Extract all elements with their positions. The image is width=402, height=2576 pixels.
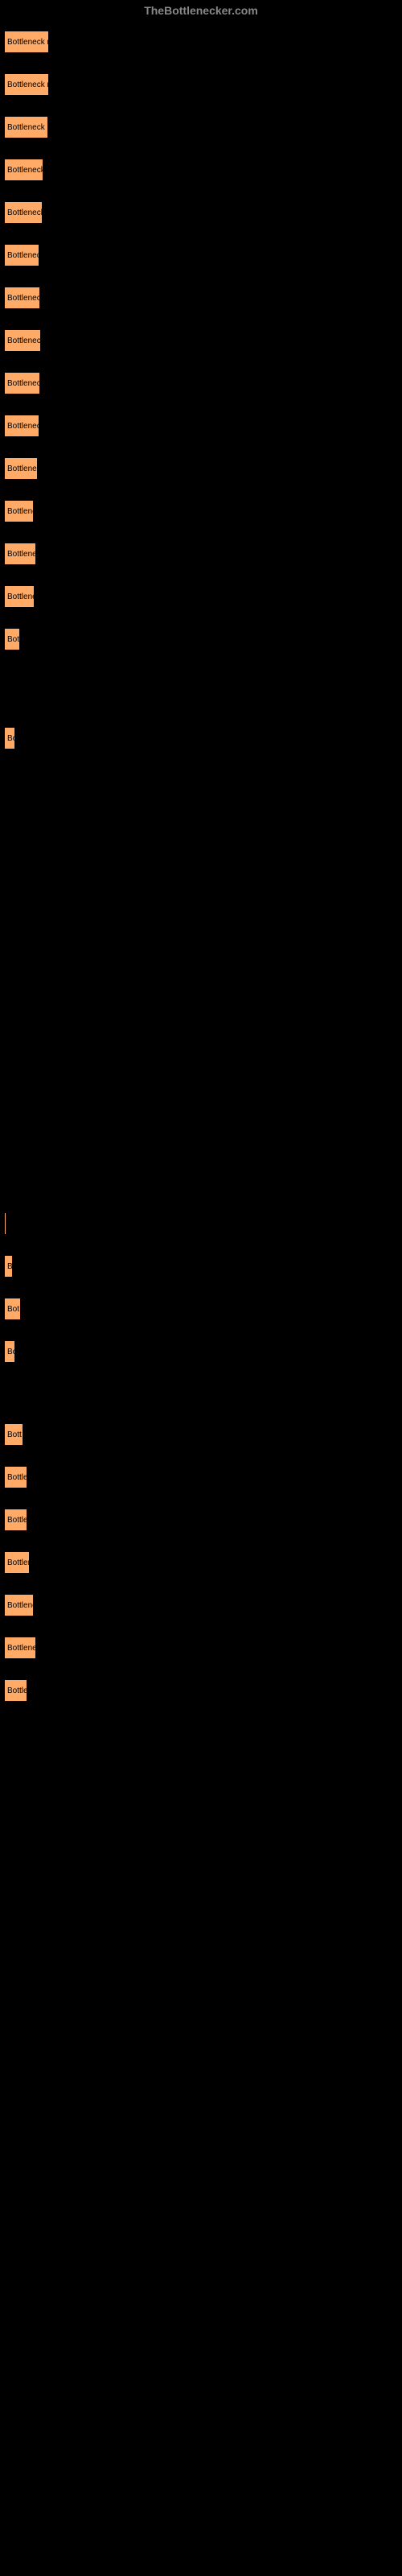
page-header: TheBottlenecker.com: [0, 0, 402, 23]
bar-label: Bott: [7, 1430, 22, 1439]
bar-label: Bottleneck: [7, 251, 39, 260]
chart-spacer: [4, 671, 398, 727]
bar-label: Bottleneck: [7, 208, 43, 217]
bar-row: Bottler: [4, 1551, 398, 1574]
chart-bar: B: [4, 1255, 13, 1278]
bar-row: B: [4, 1255, 398, 1278]
header-title: TheBottlenecker.com: [144, 4, 258, 17]
bar-row: Bottleneck o: [4, 116, 398, 138]
chart-bar: Bottleneck re: [4, 31, 49, 53]
chart-spacer: [4, 1383, 398, 1423]
chart-bar: Bottleneck: [4, 244, 39, 266]
bar-label: Bottleneck re: [7, 38, 49, 47]
chart-bar: Bottleneck o: [4, 116, 48, 138]
bar-label: Bottlene: [7, 592, 35, 601]
bar-row: [4, 1212, 398, 1235]
chart-bar: Bottleneck: [4, 329, 41, 352]
bar-label: Bottlene: [7, 1601, 34, 1610]
bar-row: Bott: [4, 1423, 398, 1446]
bar-row: Bottlenec: [4, 543, 398, 565]
bar-label: Bottleneck re: [7, 80, 49, 89]
bar-label: Bottler: [7, 1558, 30, 1567]
chart-bar: Bottlene: [4, 585, 35, 608]
bar-label: Bo: [7, 1348, 15, 1356]
bar-row: Bottlene: [4, 1637, 398, 1659]
bar-row: Bottlenec: [4, 457, 398, 480]
chart-bar: Bottleneck: [4, 159, 43, 181]
chart-bar: Bot: [4, 1298, 21, 1320]
bar-label: Bottlene: [7, 507, 34, 516]
chart-bar: Bo: [4, 727, 15, 749]
chart-bar: Bottleneck: [4, 372, 40, 394]
bar-row: Bottleneck: [4, 329, 398, 352]
bar-label: Bot: [7, 635, 19, 644]
bar-label: Bottlene: [7, 1644, 36, 1653]
chart-bar: Bott: [4, 1423, 23, 1446]
chart-bar: Bo: [4, 1340, 15, 1363]
chart-bar: Bottlene: [4, 1637, 36, 1659]
chart-bar: Bottleneck: [4, 287, 40, 309]
chart-bar: Bottle: [4, 1679, 27, 1702]
bar-label: Bottleneck: [7, 422, 39, 431]
chart-bar: Bottlene: [4, 1594, 34, 1616]
chart-bar: Bottleneck: [4, 415, 39, 437]
bar-row: Bottleneck: [4, 201, 398, 224]
bar-row: Bottle: [4, 1509, 398, 1531]
bar-label: Bottleneck: [7, 166, 43, 175]
bar-row: Bottleneck: [4, 244, 398, 266]
bar-label: Bottle: [7, 1516, 27, 1525]
chart-bar: Bottler: [4, 1551, 30, 1574]
bar-row: Bottlene: [4, 1594, 398, 1616]
chart-bar: Bottleneck re: [4, 73, 49, 96]
chart-bar: [4, 1212, 6, 1235]
bar-chart: Bottleneck re Bottleneck re Bottleneck o Bo…: [0, 23, 402, 1730]
bar-row: Bottlene: [4, 585, 398, 608]
bar-label: Bottleneck: [7, 294, 40, 303]
bar-row: Bottleneck re: [4, 31, 398, 53]
bar-label: Bottle: [7, 1686, 27, 1695]
bar-label: Bot: [7, 1305, 19, 1314]
bar-row: Bottleneck re: [4, 73, 398, 96]
bar-row: Bottleneck: [4, 287, 398, 309]
chart-bar: Bottleneck: [4, 201, 43, 224]
bar-label: Bottlenec: [7, 550, 36, 559]
bar-label: Bottleneck: [7, 336, 41, 345]
bar-label: Bo: [7, 734, 15, 743]
bar-label: Bottleneck: [7, 379, 40, 388]
bar-label: Bottlenec: [7, 464, 38, 473]
bar-row: Bottleneck: [4, 372, 398, 394]
bar-row: Bo: [4, 727, 398, 749]
chart-spacer: [4, 770, 398, 1212]
bar-label: Bottleneck o: [7, 123, 48, 132]
bar-row: Bottleneck: [4, 159, 398, 181]
chart-bar: Bottlenec: [4, 543, 36, 565]
bar-row: Bo: [4, 1340, 398, 1363]
bar-row: Bot: [4, 1298, 398, 1320]
bar-row: Bottle: [4, 1466, 398, 1488]
bar-row: Bottlene: [4, 500, 398, 522]
bar-label: B: [7, 1262, 13, 1271]
chart-bar: Bottle: [4, 1509, 27, 1531]
bar-row: Bottleneck: [4, 415, 398, 437]
bar-label: Bottle: [7, 1473, 27, 1482]
bar-row: Bot: [4, 628, 398, 650]
chart-bar: Bot: [4, 628, 20, 650]
chart-bar: Bottle: [4, 1466, 27, 1488]
chart-bar: Bottlenec: [4, 457, 38, 480]
bar-row: Bottle: [4, 1679, 398, 1702]
chart-bar: Bottlene: [4, 500, 34, 522]
